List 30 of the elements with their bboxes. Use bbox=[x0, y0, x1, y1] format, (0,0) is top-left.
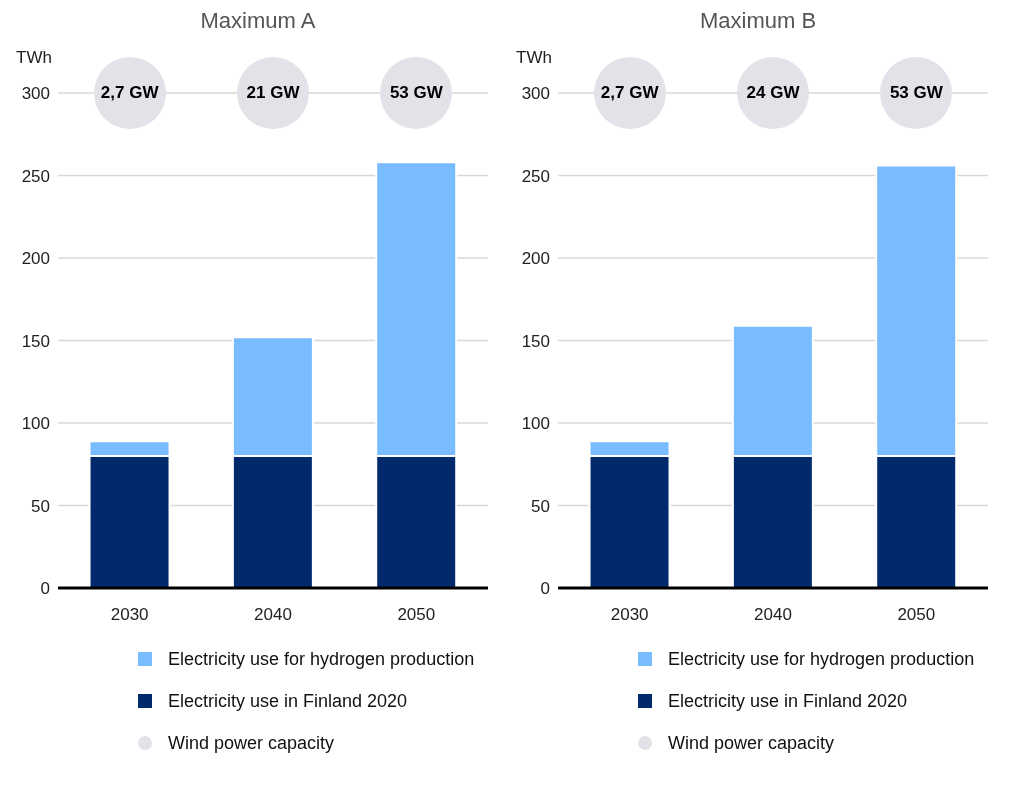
y-tick-label: 0 bbox=[540, 579, 550, 599]
y-tick-label: 100 bbox=[521, 414, 550, 434]
y-tick-label: 250 bbox=[521, 166, 550, 186]
legend-label: Wind power capacity bbox=[168, 732, 335, 754]
y-tick-label: 150 bbox=[521, 331, 550, 351]
y-tick-label: 100 bbox=[21, 414, 50, 434]
x-tick-label: 2050 bbox=[897, 605, 936, 625]
y-tick-label: 300 bbox=[521, 84, 550, 104]
y-tick-label: 300 bbox=[21, 84, 50, 104]
x-tick-label: 2030 bbox=[110, 605, 149, 625]
x-tick-label: 2030 bbox=[610, 605, 649, 625]
y-tick-label: 250 bbox=[21, 166, 50, 186]
x-tick-label: 2040 bbox=[254, 605, 292, 625]
y-tick-label: 200 bbox=[521, 249, 550, 269]
x-tick-label: 2050 bbox=[397, 605, 436, 625]
y-tick-label: 150 bbox=[21, 331, 50, 351]
y-tick-label: 200 bbox=[21, 249, 50, 269]
chart-title: Maximum A bbox=[199, 8, 317, 35]
y-tick-label: 0 bbox=[40, 579, 50, 599]
chart-title: Maximum B bbox=[698, 8, 818, 35]
legend-label: Wind power capacity bbox=[668, 732, 835, 754]
y-axis-title: TWh bbox=[16, 48, 52, 68]
legend-label: Electricity use in Finland 2020 bbox=[168, 690, 408, 712]
y-tick-label: 50 bbox=[531, 496, 550, 516]
y-tick-label: 50 bbox=[31, 496, 50, 516]
x-tick-label: 2040 bbox=[754, 605, 792, 625]
legend-label: Electricity use for hydrogen production bbox=[168, 648, 475, 670]
legend-label: Electricity use for hydrogen production bbox=[668, 648, 975, 670]
legend-label: Electricity use in Finland 2020 bbox=[668, 690, 908, 712]
y-axis-title: TWh bbox=[516, 48, 552, 68]
